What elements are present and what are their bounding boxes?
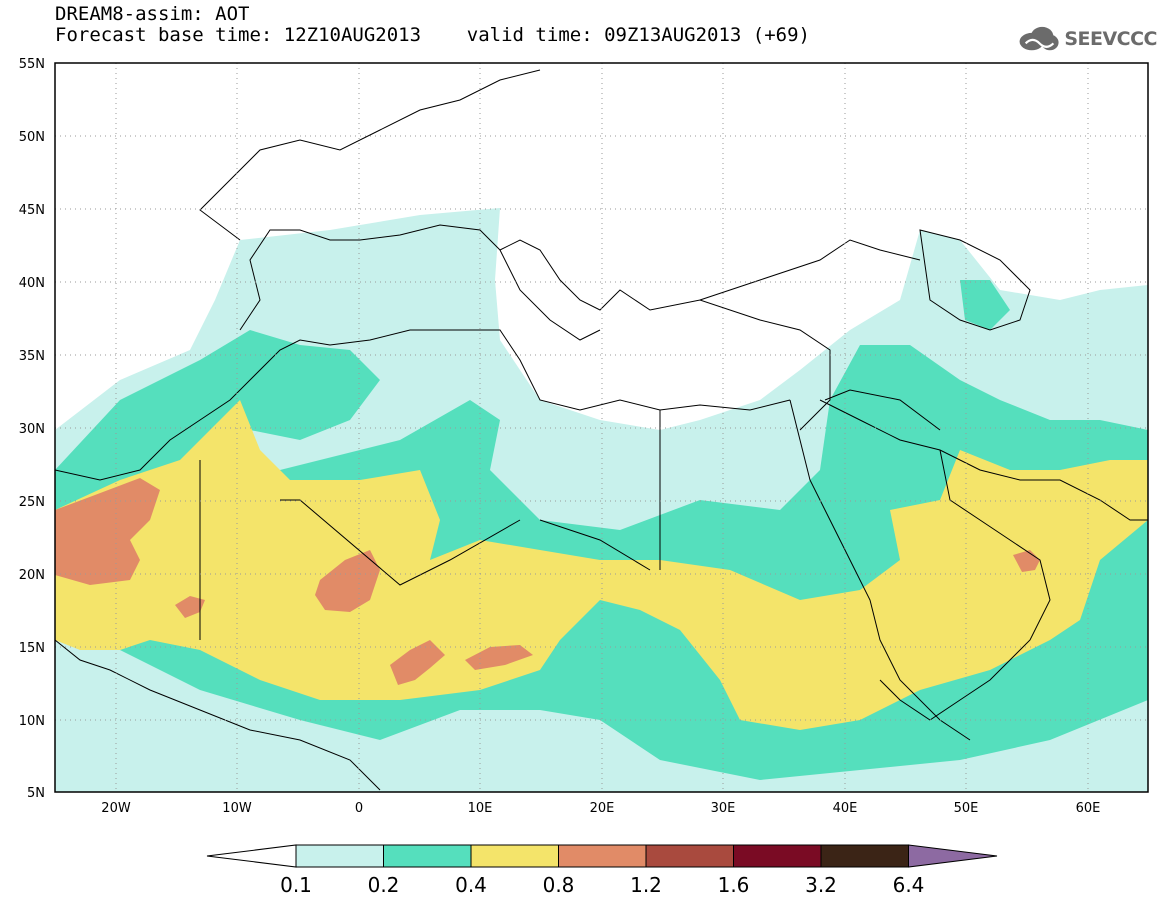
lat-tick: 30N [19,422,45,437]
forecast-times: Forecast base time: 12Z10AUG2013 valid t… [55,24,810,46]
lon-tick: 0 [355,801,363,816]
lon-tick: 60E [1076,801,1101,816]
colorbar-bin [470,844,559,868]
lon-tick: 30E [711,801,736,816]
lat-axis: 55N 50N 45N 40N 35N 30N 25N 20N 15N 10N … [19,57,45,801]
map-border [54,62,1149,793]
aot-field [55,63,1148,792]
colorbar-bin [820,844,909,868]
colorbar-bin [645,844,734,868]
chart-title: DREAM8-assim: AOT [55,3,250,25]
colorbar-label: 0.2 [368,873,400,897]
colorbar-bin [733,844,822,868]
colorbar-label: 3.2 [805,873,837,897]
lon-axis: 20W 10W 0 10E 20E 30E 40E 50E 60E [101,801,1100,816]
colorbar-label: 1.2 [630,873,662,897]
lat-tick: 5N [27,786,45,801]
colorbar-bin [383,844,472,868]
colorbar-label: 6.4 [893,873,925,897]
lat-tick: 20N [19,568,45,583]
colorbar-label: 0.8 [543,873,575,897]
lat-tick: 35N [19,349,45,364]
colorbar-bin [295,844,384,868]
cloud-logo-icon [1019,26,1059,51]
lon-tick: 20W [101,801,131,816]
coastlines [55,69,1148,791]
lon-tick: 40E [833,801,858,816]
colorbar-label: 1.6 [718,873,750,897]
lat-tick: 45N [19,203,45,218]
lat-tick: 40N [19,276,45,291]
lat-tick: 50N [19,130,45,145]
logo-text: SEEVCCC [1064,28,1157,50]
grid-lines [55,63,1148,792]
colorbar-over-arrow [908,844,998,868]
lat-tick: 10N [19,714,45,729]
lat-tick: 15N [19,641,45,656]
lon-tick: 20E [590,801,615,816]
lat-tick: 55N [19,57,45,72]
seevccc-logo: SEEVCCC [1017,22,1157,56]
colorbar-label: 0.4 [455,873,487,897]
lon-tick: 10E [468,801,493,816]
colorbar: 0.1 0.2 0.4 0.8 1.2 1.6 3.2 6.4 [206,844,998,897]
lon-tick: 50E [954,801,979,816]
colorbar-bin [558,844,647,868]
colorbar-under-arrow [206,844,297,868]
lon-tick: 10W [222,801,252,816]
lat-tick: 25N [19,495,45,510]
colorbar-label: 0.1 [280,873,312,897]
